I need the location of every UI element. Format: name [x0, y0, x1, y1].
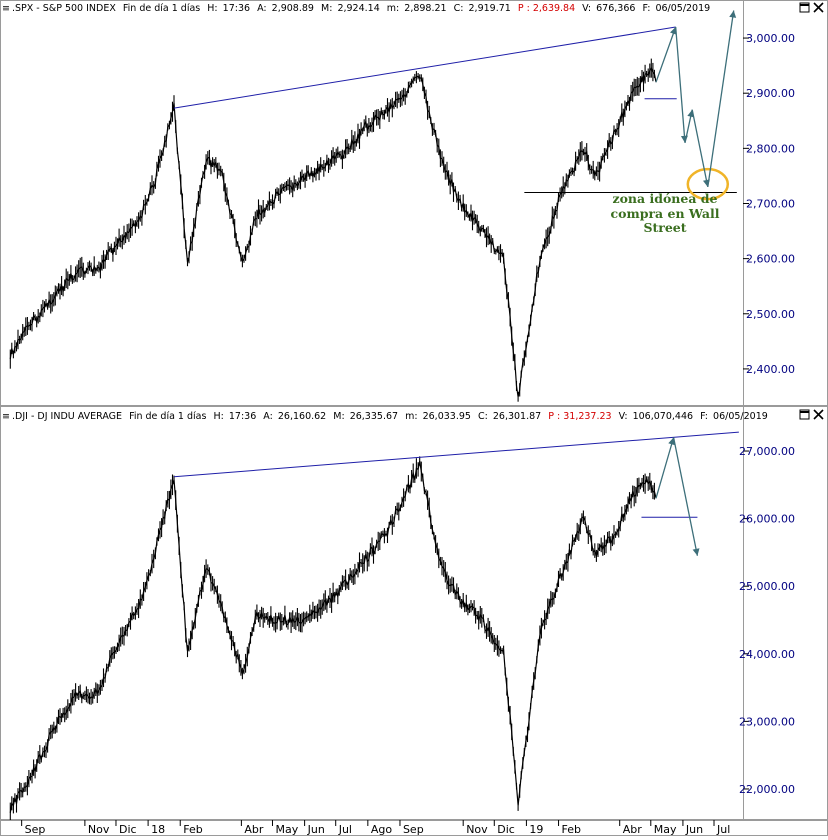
xtick-label: Nov	[466, 823, 488, 836]
xtick-label: Nov	[88, 823, 110, 836]
dji-ytick-label: 22,000.00	[739, 783, 795, 796]
annotation-line-2: compra en Wall	[611, 206, 720, 221]
xtick-label: Ago	[371, 823, 393, 836]
dji-close-button[interactable]	[813, 409, 824, 420]
spx-ytick-label: 2,500.00	[746, 308, 795, 321]
spx-projection-arrowhead	[729, 10, 737, 18]
spx-ytick-label: 2,400.00	[746, 363, 795, 376]
spx-volume-value: 676,366	[596, 3, 635, 14]
spx-close-button[interactable]	[813, 2, 824, 13]
dji-projection-arrowhead	[668, 437, 676, 446]
dji-price-axis	[743, 406, 828, 820]
time-axis: Sep Nov Dic 18 Feb Abr May Jun Jul Ago Sep Nov Dic 19…	[0, 820, 828, 836]
spx-h-value: 17:36	[223, 3, 250, 14]
xtick-label: Feb	[562, 823, 581, 836]
dji-trendline	[173, 431, 739, 478]
dji-date-value: 06/05/2019	[713, 411, 768, 422]
spx-price-axis	[743, 0, 828, 406]
spx-annotation: zona idónea de compra en Wall Street	[611, 191, 720, 235]
spx-trendline	[173, 26, 676, 109]
spx-ytick-label: 2,900.00	[746, 87, 795, 100]
xtick-label: Jun	[685, 823, 703, 836]
xtick-label: Jun	[307, 823, 325, 836]
xtick-label: Sep	[403, 823, 424, 836]
spx-legend: .SPX - S&P 500 INDEX Fin de día 1 días H…	[12, 3, 710, 14]
spx-pane: 2,400.00 2,500.00 2,600.00 2,700.00 2,800.00…	[0, 0, 828, 406]
spx-projection-path	[655, 10, 735, 188]
dji-ytick-label: 24,000.00	[739, 648, 795, 661]
spx-high-value: 2,924.14	[337, 3, 379, 14]
xtick-label: Dic	[497, 823, 515, 836]
spx-y-axis: 2,400.00 2,500.00 2,600.00 2,700.00 2,800.00…	[743, 32, 795, 376]
dji-period: Fin de día 1 días	[129, 411, 206, 422]
maximize-icon	[799, 409, 810, 420]
xtick-label: May	[275, 823, 298, 836]
spx-plot-area	[9, 10, 737, 402]
spx-highlight-circle	[686, 167, 730, 201]
dji-close-value: 26,301.87	[493, 411, 541, 422]
spx-projection-arrowhead	[680, 135, 688, 143]
xtick-label: Abr	[244, 823, 264, 836]
spx-date-value: 06/05/2019	[655, 3, 710, 14]
spx-ytick-label: 2,800.00	[746, 142, 795, 155]
spx-ytick-label: 2,700.00	[746, 197, 795, 210]
spx-ytick-label: 2,600.00	[746, 253, 795, 266]
xtick-label: May	[654, 823, 677, 836]
dji-ytick-label: 26,000.00	[739, 513, 795, 526]
dji-pane: 22,000.00 23,000.00 24,000.00 25,000.00 26,0…	[0, 406, 828, 823]
dji-legend: .DJI - DJ INDU AVERAGE Fin de día 1 días…	[12, 411, 768, 422]
dji-projection-arrowhead	[692, 548, 700, 556]
dji-ytick-label: 23,000.00	[739, 715, 795, 728]
xtick-label: Abr	[623, 823, 643, 836]
dji-y-axis: 22,000.00 23,000.00 24,000.00 25,000.00 26,0…	[739, 445, 795, 796]
spx-p-value: : 2,639.84	[527, 3, 576, 14]
annotation-line-1: zona idónea de	[613, 191, 718, 206]
spx-open-value: 2,908.89	[272, 3, 314, 14]
dji-h-value: 17:36	[229, 411, 256, 422]
xtick-label: Jul	[716, 823, 730, 836]
annotation-line-3: Street	[643, 220, 686, 235]
dji-ytick-label: 25,000.00	[739, 580, 795, 593]
dji-maximize-button[interactable]	[799, 409, 810, 420]
dji-symbol: .DJI - DJ INDU AVERAGE	[12, 411, 122, 422]
xtick-label: Sep	[25, 823, 46, 836]
xtick-label: 18	[151, 823, 165, 836]
spx-projection-arrowhead	[702, 179, 710, 187]
spx-low-value: 2,898.21	[404, 3, 446, 14]
dji-p-value: : 31,237.23	[557, 411, 612, 422]
dji-header: ≡ .DJI - DJ INDU AVERAGE Fin de día 1 dí…	[2, 411, 768, 422]
xtick-label: Jul	[338, 823, 352, 836]
close-icon	[813, 409, 824, 420]
xtick-label: Dic	[119, 823, 137, 836]
dji-price-line	[9, 460, 657, 813]
spx-pane-frame	[0, 0, 828, 406]
dji-open-value: 26,160.62	[278, 411, 326, 422]
maximize-icon	[799, 2, 810, 13]
spx-projection-arrowhead	[687, 109, 695, 118]
spx-pane-icon[interactable]: ≡	[2, 3, 10, 14]
spx-projection-arrowhead	[670, 27, 677, 35]
spx-symbol: .SPX - S&P 500 INDEX	[12, 3, 116, 14]
dji-pane-frame	[0, 406, 828, 820]
spx-price-line	[9, 66, 657, 397]
dji-low-value: 26,033.95	[423, 411, 471, 422]
dji-ytick-label: 27,000.00	[739, 445, 795, 458]
dji-high-value: 26,335.67	[350, 411, 398, 422]
dji-volume-value: 106,070,446	[633, 411, 693, 422]
spx-header: ≡ .SPX - S&P 500 INDEX Fin de día 1 días…	[2, 3, 710, 14]
dji-pane-icon[interactable]: ≡	[2, 411, 10, 422]
spx-maximize-button[interactable]	[799, 2, 810, 13]
dji-projection-path	[655, 437, 699, 556]
dji-plot-area	[9, 431, 739, 823]
spx-ytick-label: 3,000.00	[746, 32, 795, 45]
xtick-label: 19	[529, 823, 543, 836]
xtick-label: Feb	[183, 823, 202, 836]
spx-period: Fin de día 1 días	[123, 3, 200, 14]
close-icon	[813, 2, 824, 13]
spx-close-value: 2,919.71	[469, 3, 511, 14]
